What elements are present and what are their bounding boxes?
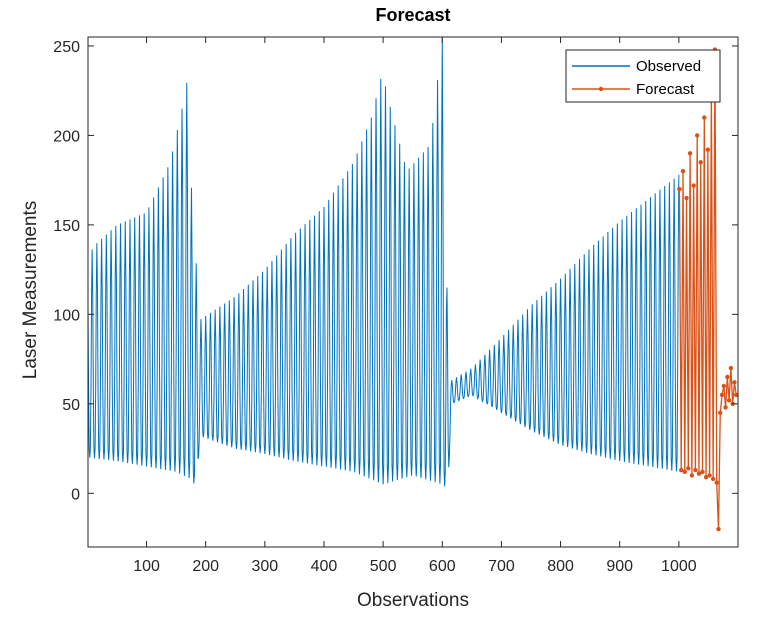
y-tick-label: 200 — [53, 128, 80, 145]
forecast-point — [691, 183, 696, 188]
forecast-point — [702, 115, 707, 120]
forecast-point — [716, 526, 721, 532]
forecast-point — [680, 169, 686, 174]
legend-box — [565, 49, 721, 103]
forecast-point — [686, 466, 691, 471]
x-tick-label: 800 — [547, 558, 574, 575]
forecast-point — [707, 473, 712, 478]
forecast-point — [723, 405, 728, 410]
axes-layer: 100 200 300 400 500 600 700 800 900 1000 0 50 100 150… — [53, 36, 739, 575]
x-tick-label: 1000 — [661, 558, 697, 575]
forecast-point — [734, 392, 739, 398]
legend-observed-label: Observed — [636, 58, 701, 75]
forecast-point — [700, 469, 705, 475]
y-tick-label: 0 — [71, 486, 80, 503]
observed-series-line — [87, 36, 680, 487]
x-tick-label: 200 — [192, 558, 219, 575]
forecast-point — [703, 475, 709, 480]
forecast-point — [728, 365, 734, 371]
forecast-point — [726, 398, 732, 403]
forecast-point — [693, 467, 698, 473]
x-tick-label: 300 — [251, 558, 278, 575]
forecast-point — [705, 147, 711, 152]
y-tick-label: 50 — [62, 397, 80, 414]
x-tick-label: 900 — [606, 558, 633, 575]
legend-forecast-label: Forecast — [636, 81, 695, 98]
y-tick-label: 250 — [53, 39, 80, 56]
forecast-point — [732, 380, 737, 385]
x-axis-label: Observations — [357, 590, 469, 611]
y-axis-label: Laser Measurements — [20, 201, 41, 379]
forecast-point — [719, 392, 725, 398]
forecast-point — [696, 471, 702, 476]
forecast-point — [698, 160, 703, 165]
forecast-point — [684, 195, 689, 201]
x-tick-label: 700 — [488, 558, 515, 575]
forecast-point — [677, 186, 682, 192]
y-tick-label: 150 — [53, 218, 80, 235]
forecast-point — [721, 383, 727, 389]
series-layer — [87, 36, 739, 532]
x-tick-label: 400 — [311, 558, 338, 575]
forecast-point — [682, 469, 687, 475]
chart-title: Forecast — [375, 5, 450, 25]
y-tick-label: 100 — [53, 307, 80, 324]
x-tick-label: 100 — [133, 558, 160, 575]
forecast-point — [689, 473, 695, 478]
legend-forecast-marker — [598, 86, 604, 92]
forecast-point — [679, 467, 684, 473]
forecast-point — [718, 410, 723, 415]
forecast-point — [714, 480, 719, 485]
x-tick-label: 600 — [429, 558, 456, 575]
forecast-point — [710, 476, 716, 482]
forecast-point — [725, 374, 730, 380]
forecast-point — [694, 133, 700, 138]
x-tick-label: 500 — [370, 558, 397, 575]
legend: Observed Forecast — [565, 49, 721, 103]
forecast-point — [687, 151, 693, 156]
axes-box — [87, 36, 739, 548]
